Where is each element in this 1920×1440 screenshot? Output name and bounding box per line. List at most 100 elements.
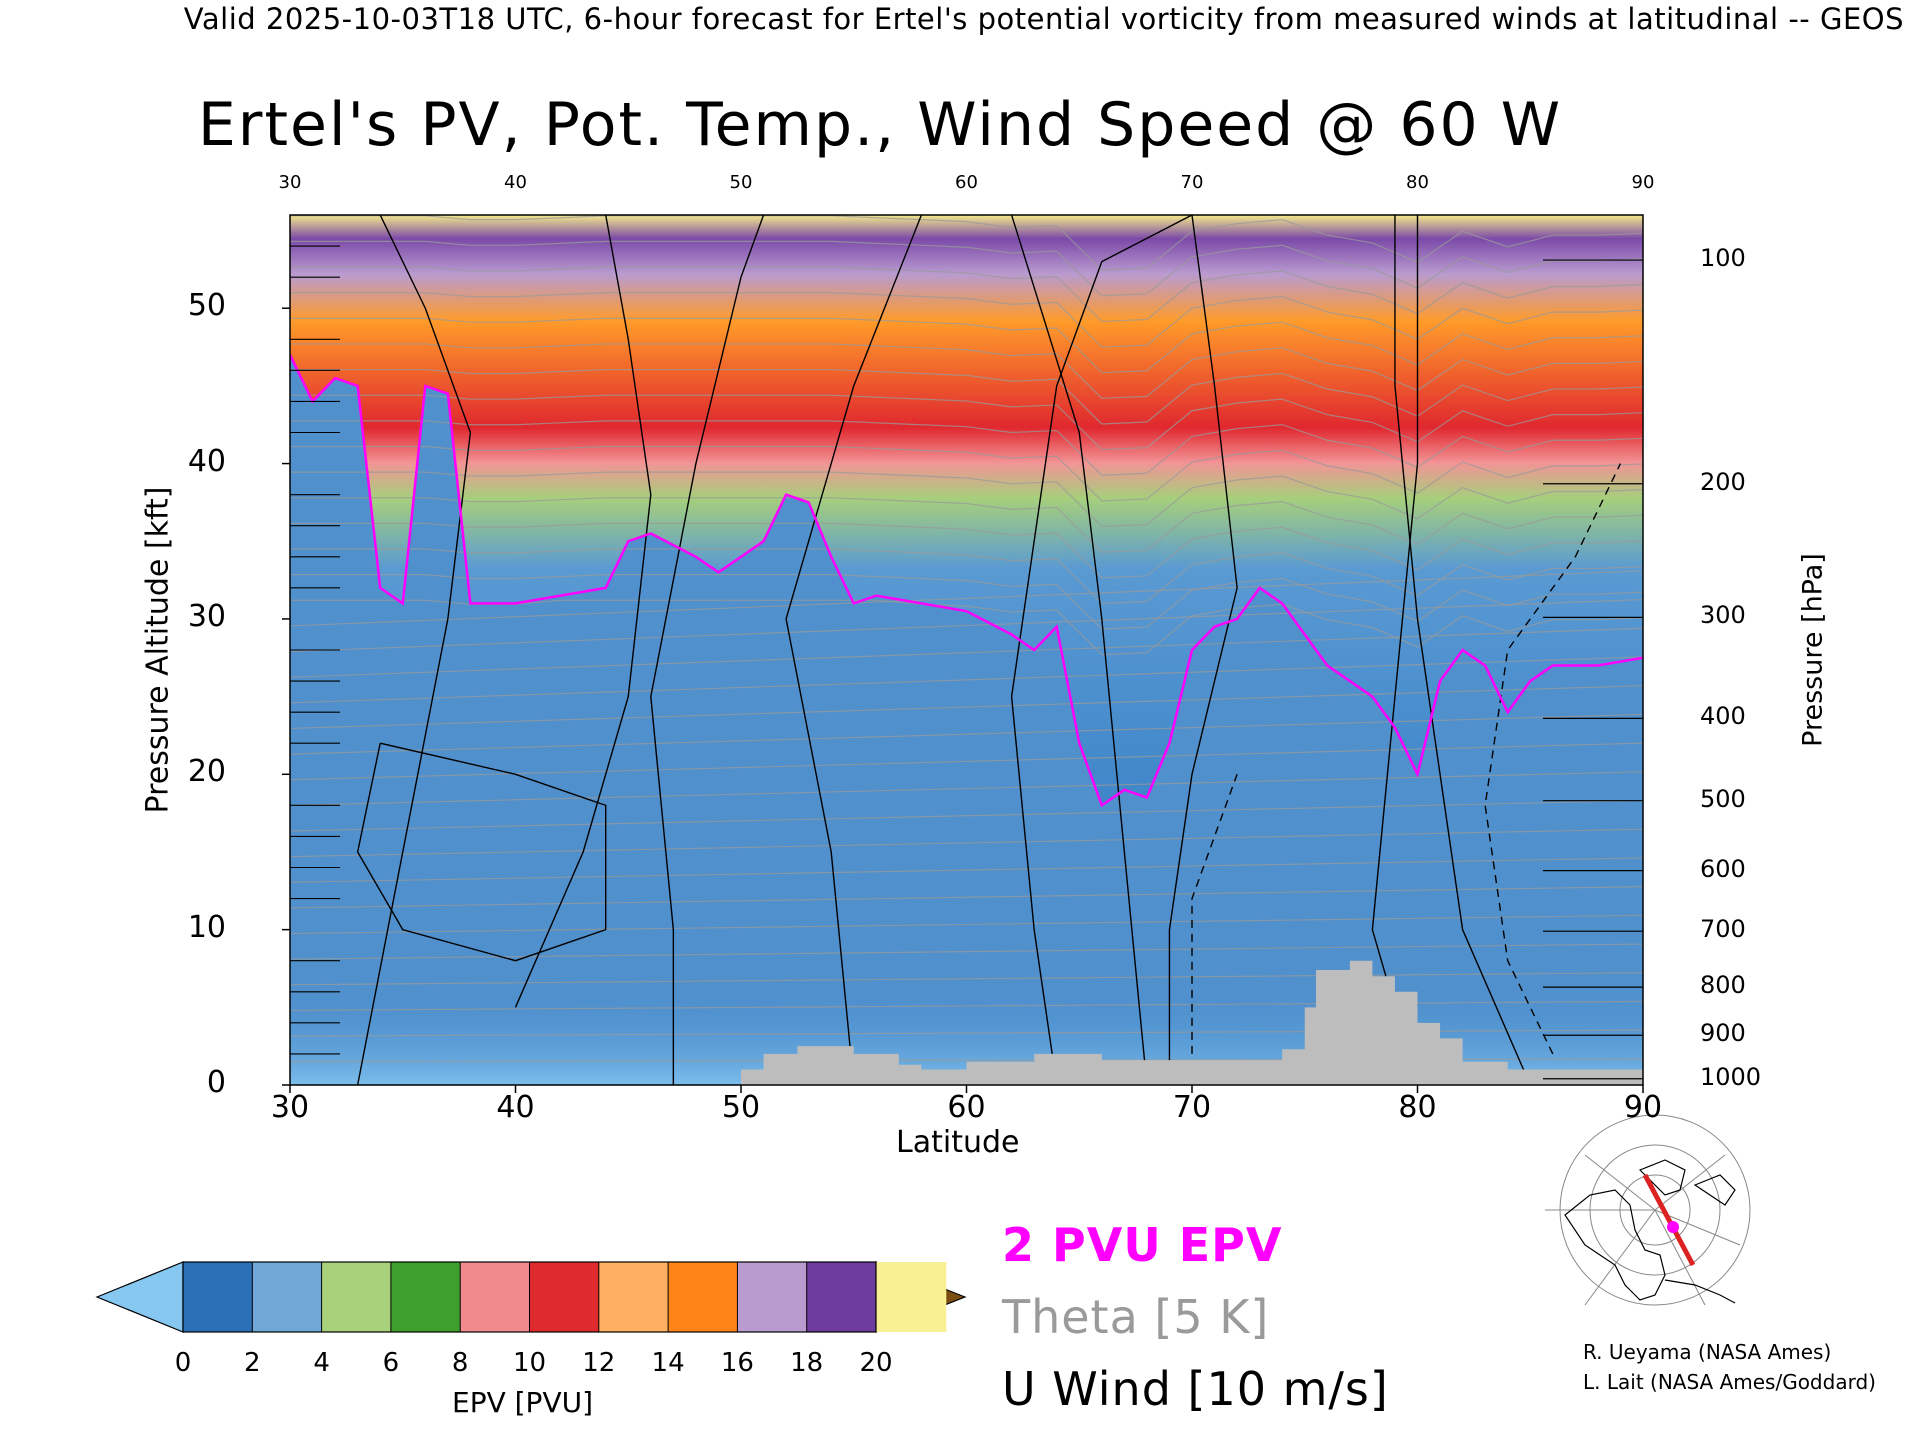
u-wind-contour-line [1010,215,1193,1085]
x-tick-label: 70 [1172,1090,1212,1125]
inset-map [1545,1114,1751,1306]
pressure-axis-title: Pressure [hPa] [1797,553,1829,747]
credit-line-2: L. Lait (NASA Ames/Goddard) [1583,1370,1876,1394]
valid-time-header: Valid 2025-10-03T18 UTC, 6-hour forecast… [183,2,1904,36]
colorbar-tick-label: 16 [720,1348,754,1378]
x-tick-label: 50 [721,1090,761,1125]
colorbar-label: EPV [PVU] [452,1386,594,1419]
x-top-tick-label: 40 [504,172,527,193]
theta-contour-line [290,598,1643,653]
pressure-tick-label: 300 [1700,601,1746,630]
theta-contour-line [290,771,1643,806]
colorbar-segment [252,1262,323,1332]
colorbar-segment [529,1262,600,1332]
colorbar-segments [183,1262,947,1332]
pv-2pvu-contour [290,354,1643,808]
colorbar-tick-label: 14 [651,1348,685,1378]
x-top-tick-label: 80 [1406,172,1429,193]
x-top-tick-label: 30 [278,172,302,193]
colorbar-frame [182,1261,877,1333]
colorbar-segment [806,1262,877,1332]
pressure-tick-label: 800 [1700,971,1746,1000]
colorbar-tick-label: 6 [382,1348,400,1378]
u-wind-contour-line [785,215,923,1085]
u-wind-contour-line [514,215,652,1008]
colorbar-segment [737,1262,808,1332]
theta-contour-line [290,914,1643,935]
x-ticks [289,1085,1644,1093]
inset-section-line [1642,1173,1696,1267]
colorbar-tick-label: 18 [790,1348,824,1378]
colorbar-segment [598,1262,670,1332]
pressure-tick-label: 600 [1700,854,1746,883]
x-tick-label: 30 [270,1090,310,1125]
x-tick-label: 60 [947,1090,986,1125]
colorbar-tick-label: 12 [582,1348,616,1378]
u-wind-contour-line-negative [1191,774,1238,1054]
theta-contour-line [290,857,1643,883]
x-tick-label: 80 [1398,1090,1437,1125]
pv-field [290,215,1643,1085]
legend-theta: Theta [5 K] [1002,1290,1270,1344]
x-tick-label: 40 [496,1090,535,1125]
theta-contour-line [290,799,1643,832]
chart-title-text: Ertel's PV, Pot. Temp., Wind Speed @ 60 … [197,90,1563,160]
theta-contour-line [290,497,1643,553]
u-wind-contour-line [1010,215,1148,1085]
colorbar-segment [668,1262,739,1332]
theta-contour-line [290,570,1643,627]
colorbar [95,1261,967,1333]
colorbar-tick-label: 8 [451,1348,469,1378]
y-tick-label: 40 [187,443,226,479]
theta-contour-line [290,943,1643,960]
pressure-tick-label: 500 [1700,784,1746,813]
theta-contour-line [290,471,1643,528]
colorbar-tick-label: 2 [244,1348,261,1378]
x-tick-label: 90 [1623,1090,1663,1125]
x-axis-title: Latitude [896,1125,1020,1160]
theta-contour-line [290,522,1643,579]
pressure-tick-label: 900 [1700,1019,1746,1048]
colorbar-tick-label: 4 [313,1348,330,1378]
u-wind-contour-line-negative [1484,463,1622,1055]
u-wind-contour-line [1168,215,1238,1085]
pressure-tick-label: 1000 [1700,1062,1762,1091]
x-top-tick-label: 90 [1631,172,1655,193]
x-top-tick-label: 50 [729,172,753,193]
legend-wind: U Wind [10 m/s] [1002,1362,1389,1416]
colorbar-segment [183,1262,254,1332]
colorbar-segment [321,1262,392,1332]
theta-contour-line [290,886,1643,909]
chart-title: Ertel's PV, Pot. Temp., Wind Speed @ 60 … [0,90,1920,160]
u-wind-contour-line [356,215,472,1085]
colorbar-segment [390,1262,462,1332]
pressure-tick-label: 100 [1700,244,1746,273]
colorbar-segment [876,1262,947,1332]
u-wind-contour-line [650,215,765,1085]
theta-contour-line [290,627,1643,678]
theta-contour-line [290,713,1643,755]
y-ticks [282,245,340,1086]
pressure-tick-label: 200 [1700,467,1746,496]
y-tick-label: 10 [187,909,226,945]
stratosphere-pv-fill [290,215,1643,806]
pressure-ticks [1543,259,1643,1080]
u-wind-contour-line [356,742,607,962]
colorbar-tick-label: 20 [859,1348,893,1378]
legend-pv: 2 PVU EPV [1002,1218,1283,1272]
terrain-mask [741,960,1643,1085]
x-top-tick-label: 70 [1180,172,1204,193]
pressure-tick-label: 400 [1700,702,1746,731]
theta-contour-line [290,548,1643,605]
theta-contour-line [290,656,1643,704]
theta-contour-line [290,828,1643,858]
colorbar-segment [460,1262,531,1332]
colorbar-tick-label: 0 [174,1348,192,1378]
colorbar-tick-label: 10 [512,1348,547,1378]
y-tick-label: 0 [206,1065,226,1100]
y-tick-label: 20 [187,754,226,790]
theta-contour-line [290,445,1643,502]
theta-contour-line [290,685,1643,730]
colorbar-under-arrow [95,1261,184,1333]
